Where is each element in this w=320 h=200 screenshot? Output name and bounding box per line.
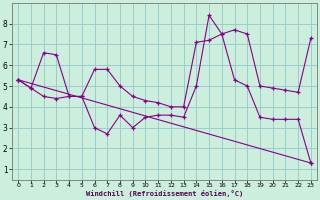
X-axis label: Windchill (Refroidissement éolien,°C): Windchill (Refroidissement éolien,°C) — [86, 190, 243, 197]
